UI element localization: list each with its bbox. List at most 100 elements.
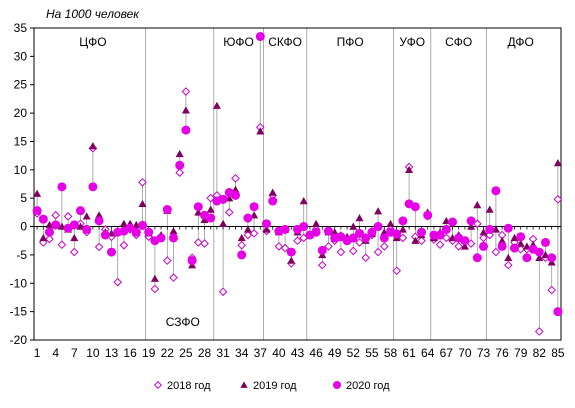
point-2018 (398, 233, 408, 243)
x-tick-label: 58 (384, 346, 398, 360)
x-tick-label: 19 (142, 346, 156, 360)
point-2018 (181, 87, 191, 96)
point-2019 (330, 228, 339, 236)
x-tick-label: 34 (235, 346, 249, 360)
y-tick-label: -10 (10, 276, 28, 290)
point-2020 (311, 227, 321, 237)
point-2018 (51, 210, 61, 220)
point-2019 (405, 165, 414, 174)
district-label: ЮФО (223, 35, 254, 49)
point-2020 (460, 236, 470, 246)
x-tick-label: 64 (421, 346, 435, 360)
point-2020 (379, 233, 389, 243)
district-label: СКФО (268, 35, 302, 49)
district-label: СФО (445, 35, 472, 49)
point-2018 (373, 247, 383, 257)
y-tick-label: -5 (16, 248, 27, 262)
point-2020 (286, 247, 296, 257)
point-2018 (57, 240, 67, 250)
point-2018 (274, 242, 284, 251)
point-2018 (534, 327, 544, 336)
point-2020 (82, 224, 92, 234)
point-2018 (547, 285, 557, 295)
point-2020 (522, 253, 532, 263)
point-2019 (169, 227, 178, 235)
point-2020 (361, 233, 371, 243)
point-2018 (317, 260, 327, 270)
point-2018 (348, 246, 358, 256)
x-tick-label: 70 (458, 346, 472, 360)
point-2018 (237, 240, 247, 250)
point-2020 (348, 233, 358, 243)
y-tick-label: 5 (20, 191, 27, 205)
point-2019 (237, 233, 246, 242)
point-2020 (448, 217, 457, 227)
point-2020 (45, 227, 54, 237)
point-2019 (312, 219, 321, 227)
point-2020 (435, 230, 445, 240)
district-label: УФО (399, 35, 425, 49)
point-2020 (466, 216, 476, 226)
district-label: СЗФО (166, 315, 200, 329)
point-2019 (119, 219, 128, 227)
x-tick-label: 73 (477, 346, 491, 360)
x-tick-label: 55 (365, 346, 379, 360)
point-2020 (268, 196, 278, 206)
point-2019 (535, 253, 544, 261)
point-2018 (200, 239, 209, 248)
point-2019 (39, 233, 48, 242)
point-2020 (547, 253, 557, 263)
point-2020 (441, 224, 451, 234)
x-tick-label: 85 (551, 346, 565, 360)
point-2019 (262, 225, 271, 233)
point-2019 (460, 242, 469, 250)
legend-marker-2020 (333, 381, 341, 389)
point-2020 (541, 237, 550, 247)
point-2019 (411, 236, 420, 244)
chart-subtitle: На 1000 человек (46, 7, 140, 21)
x-tick-label: 7 (71, 346, 78, 360)
point-2020 (187, 256, 197, 266)
point-2018 (379, 242, 389, 251)
point-2018 (553, 195, 563, 204)
point-2019 (206, 205, 215, 213)
legend-label: 2018 год (167, 380, 211, 392)
point-2018 (491, 247, 501, 257)
y-tick-label: 30 (14, 49, 28, 63)
point-2020 (317, 245, 327, 255)
point-2018 (231, 174, 240, 183)
point-2019 (479, 228, 488, 236)
point-2019 (219, 219, 228, 227)
point-2019 (473, 200, 482, 209)
point-2020 (32, 206, 42, 216)
point-2020 (510, 243, 519, 253)
point-2019 (175, 149, 184, 158)
point-2019 (355, 214, 364, 222)
point-2018 (45, 234, 54, 244)
point-2020 (479, 241, 488, 251)
x-tick-label: 46 (309, 346, 323, 360)
point-2019 (510, 233, 519, 242)
point-2019 (95, 211, 104, 219)
point-2018 (324, 242, 333, 251)
point-2018 (119, 240, 129, 250)
point-2019 (485, 205, 494, 213)
x-tick-label: 13 (105, 346, 119, 360)
point-2020 (237, 250, 247, 260)
point-2020 (231, 190, 240, 200)
y-tick-label: -15 (10, 305, 28, 319)
point-2020 (249, 202, 259, 212)
x-tick-label: 43 (291, 346, 305, 360)
point-2020 (417, 227, 426, 237)
point-2020 (367, 227, 377, 237)
point-2020 (355, 228, 364, 238)
point-2020 (193, 202, 203, 212)
point-2018 (175, 168, 185, 177)
point-2019 (33, 189, 42, 197)
point-2019 (256, 127, 265, 135)
point-2020 (156, 233, 166, 243)
point-2018 (361, 253, 371, 263)
point-2020 (553, 307, 563, 317)
point-2020 (497, 241, 507, 251)
point-2020 (38, 214, 48, 224)
